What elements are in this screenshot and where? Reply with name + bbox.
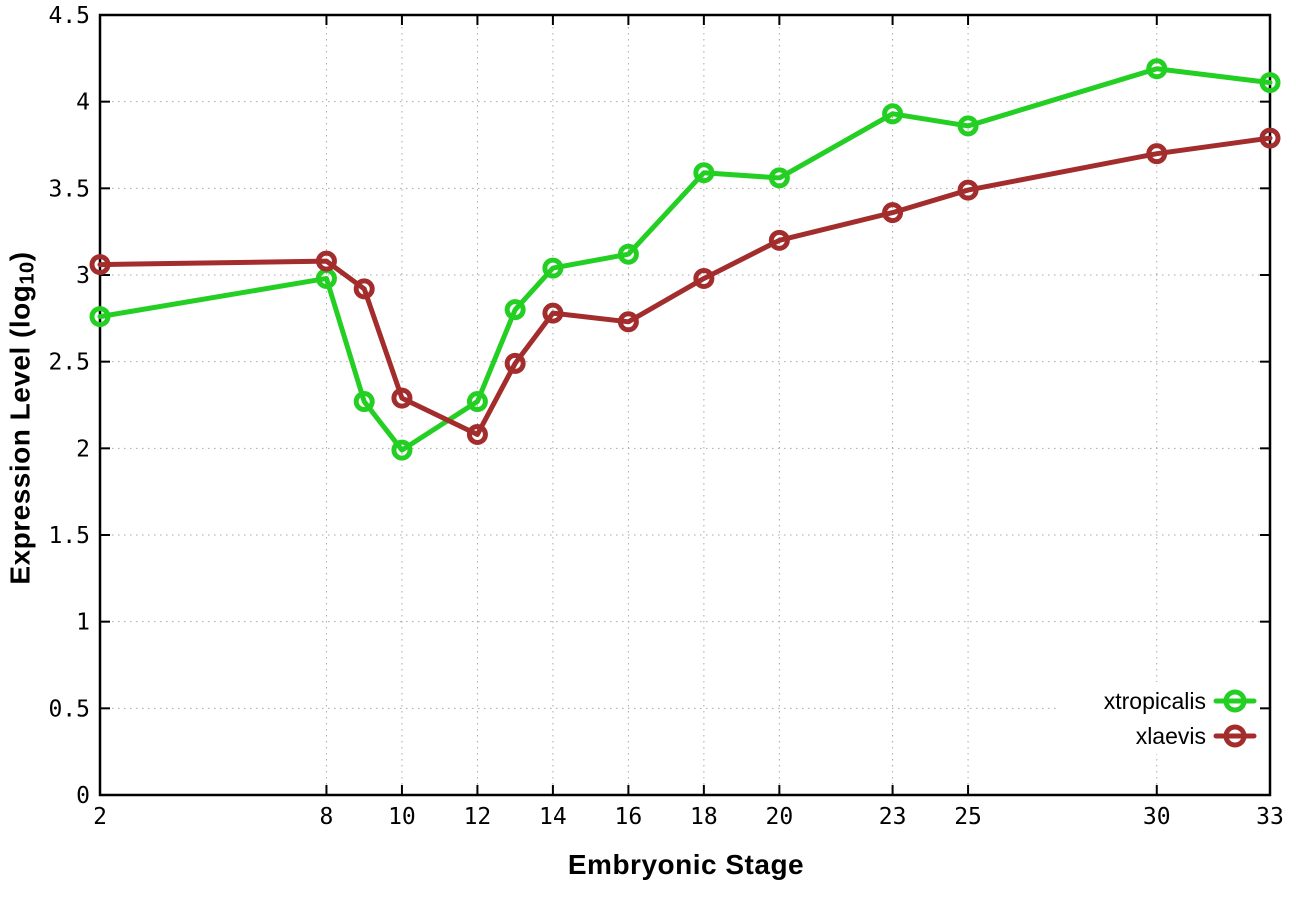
tick-marks bbox=[99, 14, 1271, 796]
legend-label-xlaevis: xlaevis bbox=[1136, 723, 1206, 749]
x-tick-label: 16 bbox=[615, 804, 643, 830]
data-point-xtropicalis bbox=[353, 391, 375, 413]
y-axis-label-suffix: ) bbox=[4, 251, 36, 262]
legend-entry-xtropicalis: xtropicalis bbox=[1104, 688, 1257, 714]
data-point-xtropicalis bbox=[542, 257, 564, 279]
tick-labels: 2 8 10 12 14 16 18 20 23 25 30 33 0 0.5 1 1.5 2 2.5 3 3.5 4 4… bbox=[48, 3, 1283, 830]
data-point-xlaevis bbox=[1259, 127, 1281, 149]
data-point-xlaevis bbox=[957, 179, 979, 201]
x-tick-label: 25 bbox=[954, 804, 982, 830]
data-point-xlaevis bbox=[1146, 143, 1168, 165]
x-tick-label: 18 bbox=[690, 804, 718, 830]
data-point-xlaevis bbox=[353, 278, 375, 300]
y-tick-label: 1.5 bbox=[48, 523, 90, 549]
y-tick-label: 2 bbox=[76, 436, 90, 462]
data-point-xlaevis bbox=[882, 202, 904, 224]
x-tick-label: 33 bbox=[1256, 804, 1284, 830]
legend-marker-xlaevis bbox=[1223, 724, 1247, 748]
data-point-xlaevis bbox=[89, 254, 111, 276]
y-tick-label: 0 bbox=[76, 783, 90, 809]
series-line-xlaevis bbox=[97, 135, 1273, 437]
y-axis-label-subscript: 10 bbox=[16, 261, 39, 285]
x-tick-label: 10 bbox=[388, 804, 416, 830]
legend: xtropicalis xlaevis bbox=[1104, 688, 1257, 749]
data-point-xtropicalis bbox=[882, 103, 904, 125]
y-tick-label: 2.5 bbox=[48, 350, 90, 376]
y-tick-label: 3.5 bbox=[48, 176, 90, 202]
legend-label-xtropicalis: xtropicalis bbox=[1104, 688, 1206, 714]
x-tick-label: 20 bbox=[766, 804, 794, 830]
data-point-xtropicalis bbox=[768, 167, 790, 189]
data-point-xlaevis bbox=[693, 267, 715, 289]
x-tick-label: 12 bbox=[464, 804, 492, 830]
data-point-xlaevis bbox=[504, 352, 526, 374]
data-point-xtropicalis bbox=[89, 306, 111, 328]
plot-border bbox=[98, 13, 1272, 797]
y-tick-label: 4.5 bbox=[48, 3, 90, 29]
x-tick-label: 8 bbox=[320, 804, 334, 830]
x-axis-label: Embryonic Stage bbox=[567, 849, 805, 880]
data-point-xlaevis bbox=[466, 423, 488, 445]
data-point-xlaevis bbox=[542, 302, 564, 324]
legend-entry-xlaevis: xlaevis bbox=[1136, 723, 1257, 749]
data-point-xtropicalis bbox=[391, 439, 413, 461]
data-point-xtropicalis bbox=[1259, 72, 1281, 94]
data-point-xtropicalis bbox=[693, 162, 715, 184]
grid-lines bbox=[100, 15, 1270, 795]
data-point-xtropicalis bbox=[1146, 58, 1168, 80]
series-xtropicalis bbox=[89, 58, 1281, 461]
y-tick-label: 1 bbox=[76, 610, 90, 636]
data-point-xtropicalis bbox=[957, 115, 979, 137]
data-point-xlaevis bbox=[315, 250, 337, 272]
data-point-xlaevis bbox=[391, 387, 413, 409]
legend-marker-xtropicalis bbox=[1223, 689, 1247, 713]
series-line-xtropicalis bbox=[97, 66, 1273, 453]
x-tick-label: 23 bbox=[879, 804, 907, 830]
y-tick-label: 4 bbox=[76, 90, 90, 116]
y-tick-label: 3 bbox=[76, 263, 90, 289]
x-tick-label: 30 bbox=[1143, 804, 1171, 830]
data-point-xtropicalis bbox=[617, 243, 639, 265]
y-tick-label: 0.5 bbox=[48, 696, 90, 722]
data-point-xlaevis bbox=[768, 229, 790, 251]
x-tick-label: 2 bbox=[93, 804, 107, 830]
data-point-xtropicalis bbox=[466, 391, 488, 413]
y-axis-label: Expression Level (log10) bbox=[4, 251, 39, 584]
data-point-xlaevis bbox=[617, 311, 639, 333]
data-point-xtropicalis bbox=[504, 299, 526, 321]
y-axis-label-text: Expression Level (log bbox=[4, 284, 36, 585]
x-tick-label: 14 bbox=[539, 804, 567, 830]
series-xlaevis bbox=[89, 127, 1281, 445]
